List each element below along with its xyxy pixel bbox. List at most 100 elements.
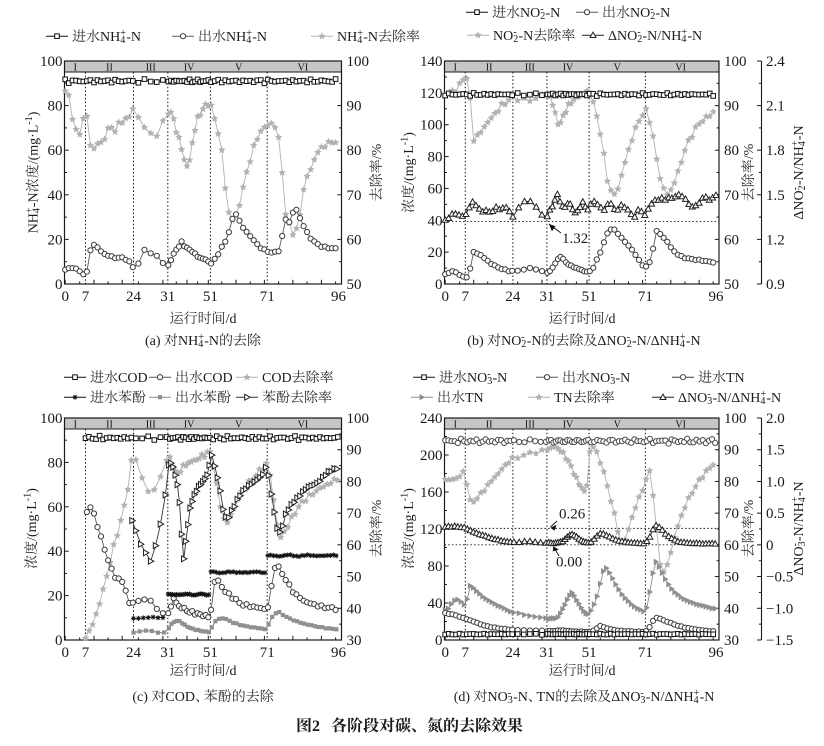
svg-text:-N/NH: -N/NH: [643, 29, 682, 44]
svg-text:·: ·: [27, 133, 42, 138]
svg-text:-N: -N: [687, 29, 702, 44]
svg-text:-: -: [610, 369, 613, 380]
svg-text:I: I: [74, 63, 77, 74]
svg-text:71: 71: [260, 645, 275, 661]
svg-text:-N: -N: [363, 30, 378, 45]
svg-text:-1: -1: [400, 493, 411, 501]
svg-text:+: +: [120, 28, 126, 39]
svg-text:4: 4: [198, 339, 203, 350]
svg-text:50: 50: [347, 277, 362, 293]
svg-text:20: 20: [48, 589, 63, 605]
svg-text:3: 3: [487, 376, 492, 387]
svg-text:90: 90: [724, 99, 739, 115]
svg-text:96: 96: [709, 645, 725, 661]
svg-text:120: 120: [420, 522, 443, 538]
svg-text:96: 96: [331, 289, 347, 305]
svg-text:TN: TN: [726, 371, 745, 386]
svg-text:VI: VI: [298, 420, 309, 431]
svg-text:-N/ΔNH: -N/ΔNH: [646, 690, 694, 705]
svg-text:80: 80: [48, 99, 63, 115]
svg-text:4: 4: [246, 35, 251, 46]
svg-text:ΔNO: ΔNO: [608, 29, 637, 44]
svg-text:ΔNO: ΔNO: [792, 546, 807, 575]
svg-text:): ): [402, 132, 417, 137]
svg-text:0: 0: [61, 645, 69, 661]
svg-text:60: 60: [428, 181, 443, 197]
svg-text:NH: NH: [27, 213, 42, 233]
svg-text:-N: -N: [656, 6, 671, 21]
svg-text:NO: NO: [501, 334, 521, 349]
svg-text:/(mg: /(mg: [402, 158, 417, 184]
svg-text:3: 3: [707, 396, 712, 407]
svg-text:): ): [402, 488, 417, 493]
svg-text:V: V: [235, 63, 243, 74]
svg-text:III: III: [525, 420, 535, 431]
svg-text:NH: NH: [337, 30, 357, 45]
svg-text:III: III: [146, 420, 156, 431]
svg-text:20: 20: [48, 232, 63, 248]
svg-text:NO: NO: [493, 29, 513, 44]
svg-text:40: 40: [48, 188, 63, 204]
svg-text:90: 90: [347, 99, 362, 115]
svg-text:-: -: [627, 332, 630, 343]
svg-text:2: 2: [797, 185, 808, 190]
svg-text:L: L: [27, 125, 42, 134]
svg-text:TN: TN: [554, 391, 573, 406]
svg-text:100: 100: [40, 54, 63, 70]
svg-text:+: +: [760, 389, 766, 400]
svg-text:51: 51: [582, 289, 597, 305]
svg-text:24: 24: [505, 289, 521, 305]
svg-text:0: 0: [61, 289, 69, 305]
svg-text:COD: COD: [203, 371, 233, 386]
svg-text:-: -: [707, 389, 710, 400]
svg-text:-N: -N: [204, 334, 219, 349]
svg-text:24: 24: [126, 289, 142, 305]
svg-text:(a): (a): [145, 334, 161, 349]
svg-text:80: 80: [48, 455, 63, 471]
svg-text:80: 80: [347, 474, 362, 490]
svg-text:70: 70: [347, 188, 362, 204]
svg-text:240: 240: [420, 411, 443, 427]
svg-text:71: 71: [638, 645, 653, 661]
svg-text:7: 7: [82, 645, 90, 661]
svg-text:ΔNO: ΔNO: [611, 690, 640, 705]
svg-text:4: 4: [797, 497, 808, 502]
svg-text:1.5: 1.5: [766, 443, 785, 459]
svg-text:-: -: [790, 187, 801, 190]
svg-text:31: 31: [160, 289, 175, 305]
svg-text:-N: -N: [700, 690, 715, 705]
svg-text:90: 90: [347, 443, 362, 459]
svg-text:60: 60: [48, 143, 63, 159]
svg-text:-N: -N: [126, 30, 141, 45]
svg-text:II: II: [486, 63, 493, 74]
svg-text:0.5: 0.5: [766, 506, 785, 522]
svg-text:-N/NH: -N/NH: [792, 502, 807, 541]
svg-text:): ): [27, 111, 42, 116]
svg-text:/(mg: /(mg: [27, 138, 42, 164]
svg-text:-N/ΔNH: -N/ΔNH: [713, 391, 761, 406]
svg-text:7: 7: [462, 645, 470, 661]
svg-text:II: II: [106, 420, 113, 431]
svg-text:-1: -1: [400, 137, 411, 145]
svg-text:4: 4: [680, 339, 685, 350]
svg-text:50: 50: [724, 570, 739, 586]
svg-text:ΔNO: ΔNO: [678, 391, 707, 406]
svg-text:+: +: [246, 28, 252, 39]
svg-text:160: 160: [420, 485, 443, 501]
svg-text:+: +: [694, 688, 700, 699]
svg-text:-N: -N: [792, 125, 807, 140]
svg-text:51: 51: [203, 289, 218, 305]
svg-text:(d): (d): [454, 690, 471, 705]
svg-text:-: -: [790, 543, 801, 546]
svg-text:51: 51: [203, 645, 218, 661]
svg-text:COD: COD: [118, 371, 148, 386]
svg-text:60: 60: [724, 232, 739, 248]
svg-text:2: 2: [637, 34, 642, 45]
svg-text:30: 30: [347, 633, 362, 649]
svg-text:−1.5: −1.5: [766, 633, 793, 649]
svg-text:/d: /d: [226, 664, 237, 679]
svg-text:31: 31: [539, 645, 554, 661]
svg-text:80: 80: [428, 150, 443, 166]
svg-text:−1.0: −1.0: [766, 601, 793, 617]
svg-text:III: III: [146, 63, 156, 74]
